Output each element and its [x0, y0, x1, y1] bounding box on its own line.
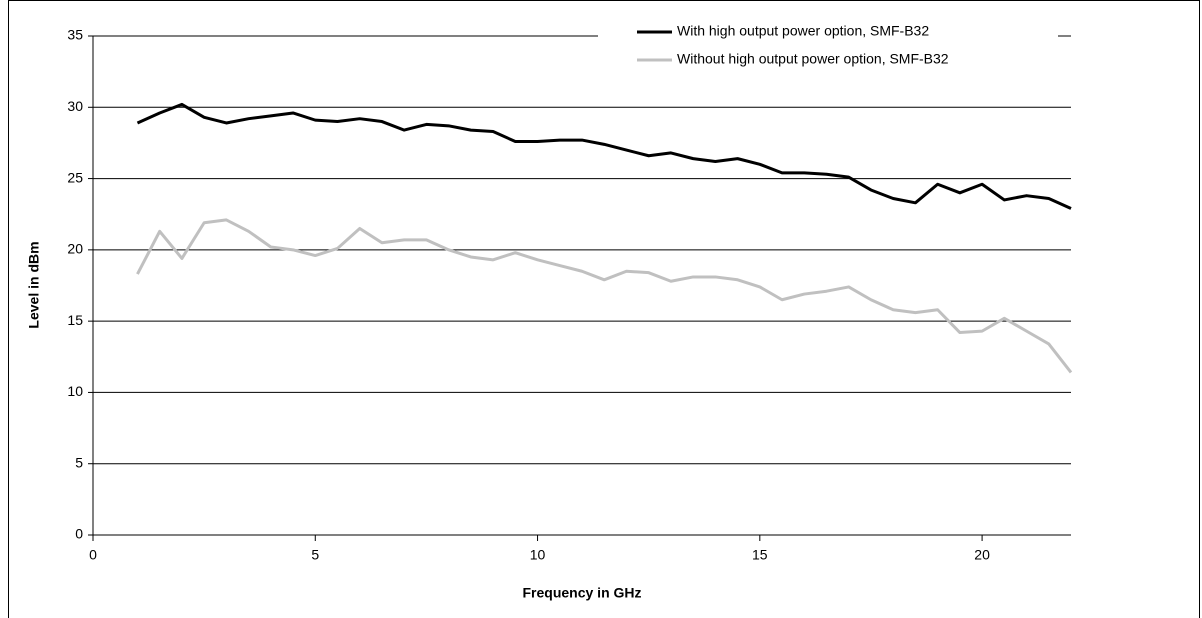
y-tick-label: 35	[67, 27, 83, 43]
y-tick-label: 30	[67, 98, 83, 114]
y-tick-label: 15	[67, 312, 83, 328]
y-axis-label: Level in dBm	[26, 241, 42, 328]
y-tick-label: 10	[67, 383, 83, 399]
x-tick-label: 10	[530, 547, 546, 563]
y-tick-label: 20	[67, 241, 83, 257]
series-line	[136, 102, 1072, 210]
legend-label: Without high output power option, SMF-B3…	[677, 51, 949, 67]
x-tick-label: 20	[974, 547, 990, 563]
legend-box	[598, 16, 1058, 76]
frame	[8, 0, 1200, 618]
x-tick-label: 15	[752, 547, 768, 563]
series-line	[136, 218, 1073, 374]
y-tick-label: 25	[67, 169, 83, 185]
y-tick-label: 0	[75, 526, 83, 542]
x-axis-label: Frequency in GHz	[522, 585, 641, 601]
y-tick-label: 5	[75, 454, 83, 470]
x-tick-label: 5	[311, 547, 319, 563]
legend-label: With high output power option, SMF-B32	[677, 23, 929, 39]
x-tick-label: 0	[89, 547, 97, 563]
